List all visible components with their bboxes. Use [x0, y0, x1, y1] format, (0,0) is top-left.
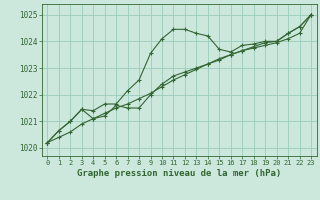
X-axis label: Graphe pression niveau de la mer (hPa): Graphe pression niveau de la mer (hPa): [77, 169, 281, 178]
